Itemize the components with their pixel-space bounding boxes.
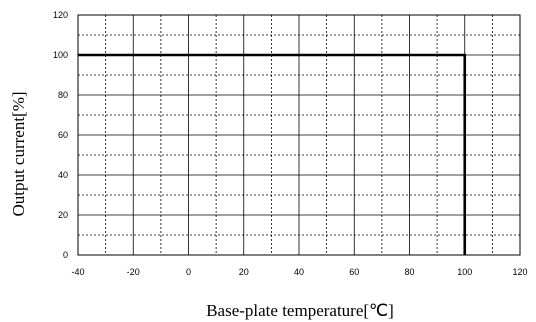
x-axis-title: Base-plate temperature[℃]	[206, 301, 394, 320]
y-tick-label: 40	[58, 170, 68, 180]
y-tick-label: 20	[58, 210, 68, 220]
x-tick-labels: -40 -20 0 20 40 60 80 100 120	[71, 267, 527, 277]
y-tick-label: 100	[53, 50, 68, 60]
x-tick-label: 100	[457, 267, 472, 277]
y-tick-label: 60	[58, 130, 68, 140]
x-tick-label: 80	[404, 267, 414, 277]
y-tick-label: 80	[58, 90, 68, 100]
x-tick-label: 20	[239, 267, 249, 277]
x-tick-label: 120	[512, 267, 527, 277]
y-tick-label: 120	[53, 10, 68, 20]
output-current-line	[78, 53, 467, 255]
plot-frame	[77, 14, 521, 256]
x-tick-label: -40	[71, 267, 84, 277]
y-tick-label: 0	[63, 250, 68, 260]
y-tick-labels: 0 20 40 60 80 100 120	[53, 10, 68, 260]
x-tick-label: 0	[186, 267, 191, 277]
x-tick-label: -20	[127, 267, 140, 277]
y-axis-title: Output current[%]	[9, 91, 28, 216]
series-layer	[78, 53, 467, 255]
x-tick-label: 60	[349, 267, 359, 277]
major-grid	[78, 15, 520, 255]
x-tick-label: 40	[294, 267, 304, 277]
